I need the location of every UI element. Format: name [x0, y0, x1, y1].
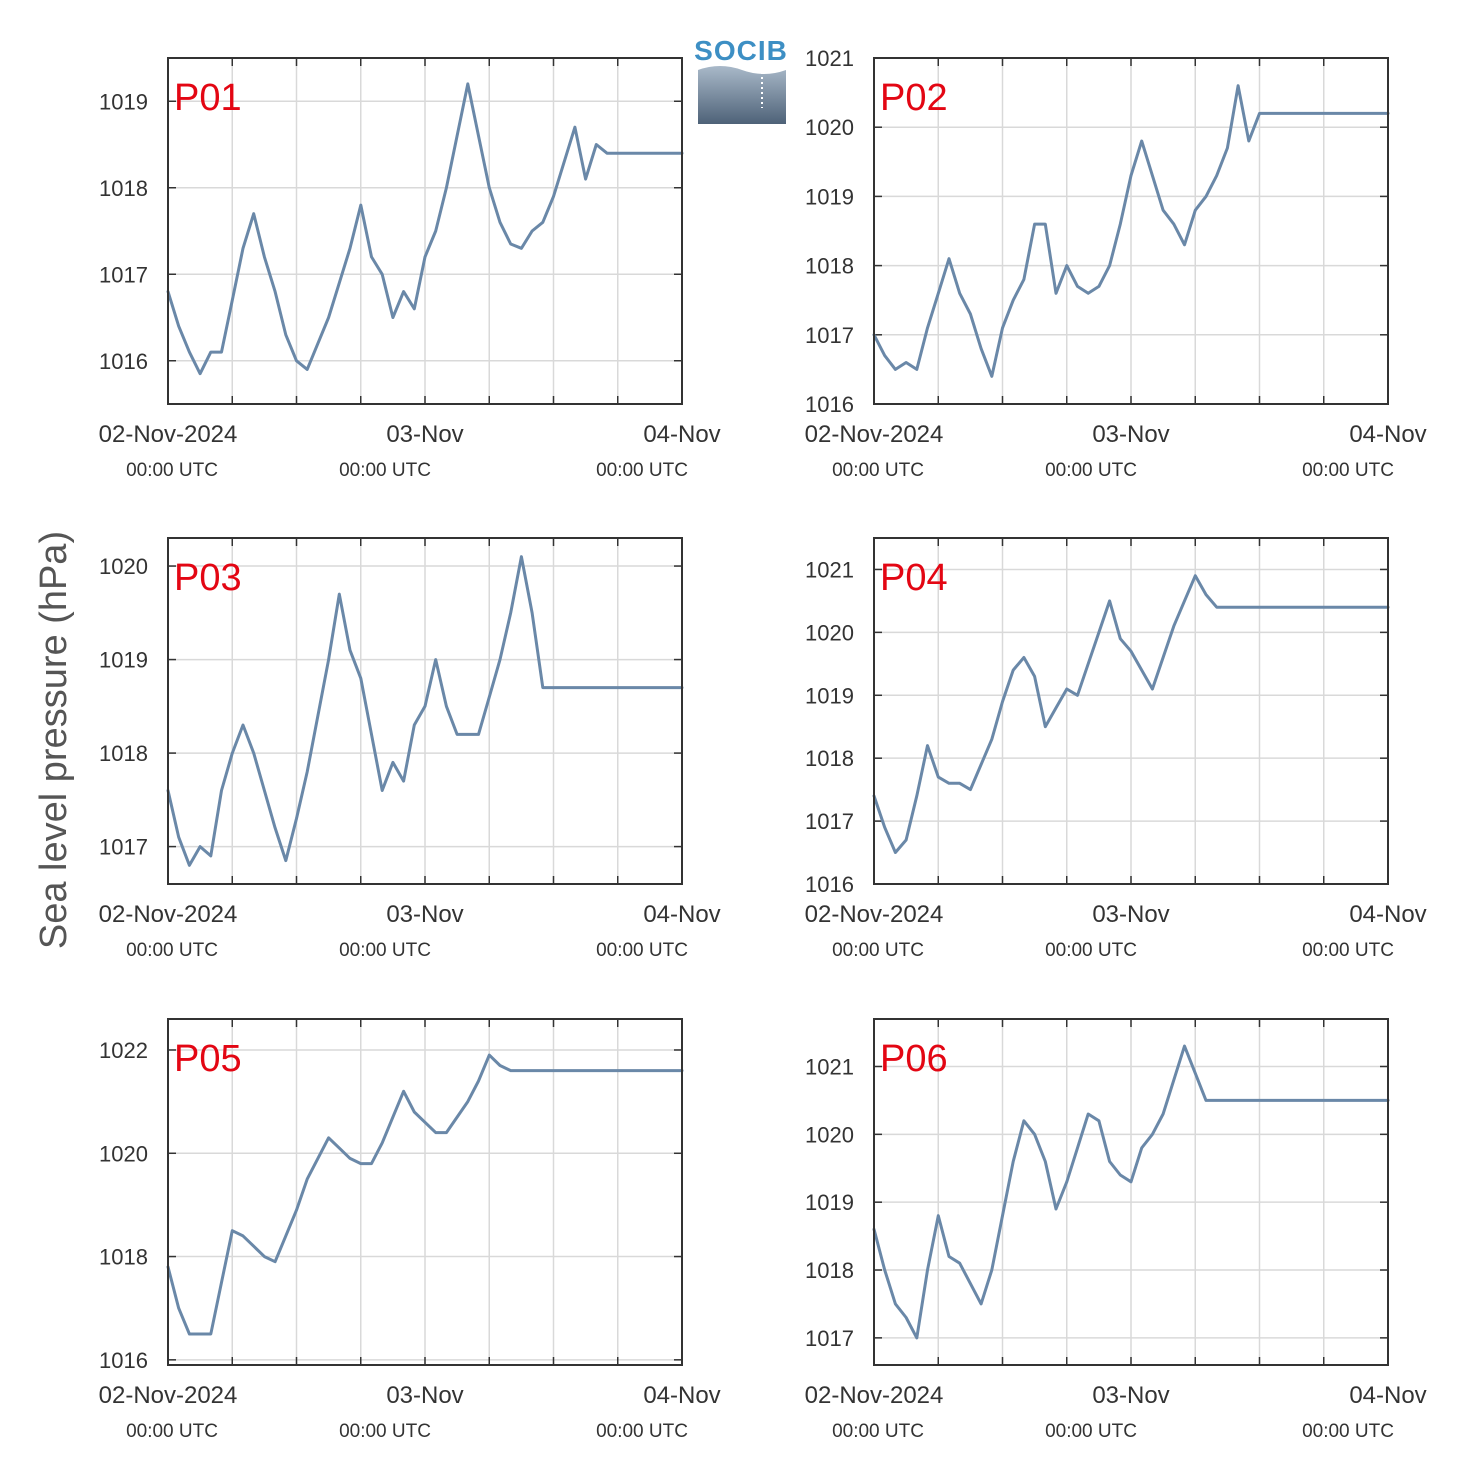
- y-tick-label: 1019: [99, 89, 148, 114]
- y-tick-label: 1019: [99, 648, 148, 673]
- chart-panel-p05: 1016 1018 1020 1022 02-Nov-2024 00:00 UTC 03-N…: [99, 1018, 721, 1442]
- plot-frame: [167, 537, 683, 885]
- x-tick-time-label: 00:00 UTC: [1302, 940, 1394, 961]
- x-tick-date-label: 02-Nov-2024: [99, 901, 238, 928]
- x-tick-time-label: 00:00 UTC: [126, 940, 218, 961]
- panel-label: P05: [174, 1038, 242, 1080]
- y-tick-label: 1020: [805, 620, 854, 645]
- plot-frame: [167, 57, 683, 405]
- x-tick-time-label: 00:00 UTC: [126, 1421, 218, 1442]
- logo-wave-block: [698, 66, 786, 124]
- y-tick-label: 1018: [805, 254, 854, 279]
- y-tick-label: 1019: [805, 1190, 854, 1215]
- series-line-p02: [872, 84, 1390, 378]
- x-tick-date-label: 03-Nov: [1092, 1382, 1169, 1409]
- x-tick-time-label: 00:00 UTC: [1045, 460, 1137, 481]
- panel-label: P01: [174, 77, 242, 119]
- x-tick-date-label: 04-Nov: [1349, 1382, 1426, 1409]
- x-tick-time-label: 00:00 UTC: [1045, 1421, 1137, 1442]
- x-tick-date-label: 03-Nov: [386, 1382, 463, 1409]
- x-tick-date-label: 04-Nov: [643, 1382, 720, 1409]
- y-tick-label: 1017: [805, 1326, 854, 1351]
- y-tick-label: 1017: [99, 262, 148, 287]
- x-tick-time-label: 00:00 UTC: [1302, 1421, 1394, 1442]
- plot-frame: [873, 57, 1389, 405]
- y-tick-label: 1017: [805, 323, 854, 348]
- chart-panel-p01: 1016 1017 1018 1019 02-Nov-2024 00:00 UTC 03-N…: [99, 57, 721, 481]
- y-tick-label: 1021: [805, 557, 854, 582]
- x-tick-time-label: 00:00 UTC: [1302, 460, 1394, 481]
- chart-panel-p06: 1017 1018 1019 1020 1021 02-Nov-2024 00:00 UTC…: [805, 1018, 1427, 1442]
- x-tick-time-label: 00:00 UTC: [596, 1421, 688, 1442]
- series-line-p04: [872, 574, 1390, 854]
- chart-panel-p03: 1017 1018 1019 1020 02-Nov-2024 00:00 UTC 03-N…: [99, 537, 721, 961]
- x-tick-date-label: 04-Nov: [643, 901, 720, 928]
- y-tick-label: 1018: [805, 746, 854, 771]
- series-line-p03: [166, 555, 684, 867]
- chart-panel-p04: 1016 1017 1018 1019 1020 1021 02-Nov-2024 00:00…: [805, 537, 1427, 961]
- x-tick-date-label: 03-Nov: [1092, 421, 1169, 448]
- x-tick-time-label: 00:00 UTC: [596, 940, 688, 961]
- socib-logo: SOCIB: [694, 35, 788, 124]
- series-line-p06: [872, 1044, 1390, 1340]
- panel-label: P06: [880, 1038, 948, 1080]
- x-tick-date-label: 02-Nov-2024: [805, 1382, 944, 1409]
- x-tick-date-label: 04-Nov: [1349, 901, 1426, 928]
- y-tick-label: 1021: [805, 1054, 854, 1079]
- y-tick-label: 1016: [805, 392, 854, 417]
- y-tick-label: 1017: [805, 809, 854, 834]
- x-tick-date-label: 03-Nov: [386, 901, 463, 928]
- y-tick-label: 1020: [99, 1141, 148, 1166]
- y-tick-label: 1018: [99, 1245, 148, 1270]
- y-tick-label: 1019: [805, 184, 854, 209]
- plot-frame: [873, 1018, 1389, 1366]
- y-tick-label: 1022: [99, 1038, 148, 1063]
- series-line-p05: [166, 1053, 684, 1336]
- panel-label: P04: [880, 557, 948, 599]
- y-tick-label: 1020: [805, 115, 854, 140]
- panel-label: P02: [880, 77, 948, 119]
- x-tick-date-label: 02-Nov-2024: [99, 421, 238, 448]
- x-tick-date-label: 02-Nov-2024: [99, 1382, 238, 1409]
- x-tick-time-label: 00:00 UTC: [126, 460, 218, 481]
- x-tick-date-label: 02-Nov-2024: [805, 421, 944, 448]
- y-tick-label: 1018: [805, 1258, 854, 1283]
- logo-text: SOCIB: [694, 35, 788, 66]
- y-tick-label: 1016: [805, 872, 854, 897]
- series-line-p01: [166, 82, 684, 376]
- x-tick-date-label: 04-Nov: [1349, 421, 1426, 448]
- plot-frame: [873, 537, 1389, 885]
- x-tick-time-label: 00:00 UTC: [339, 460, 431, 481]
- y-tick-label: 1019: [805, 683, 854, 708]
- x-tick-time-label: 00:00 UTC: [339, 940, 431, 961]
- y-axis-label: Sea level pressure (hPa): [33, 531, 75, 949]
- x-tick-date-label: 04-Nov: [643, 421, 720, 448]
- y-tick-label: 1018: [99, 176, 148, 201]
- x-tick-time-label: 00:00 UTC: [339, 1421, 431, 1442]
- x-tick-time-label: 00:00 UTC: [596, 460, 688, 481]
- x-tick-time-label: 00:00 UTC: [832, 460, 924, 481]
- y-tick-label: 1021: [805, 46, 854, 71]
- y-tick-label: 1020: [805, 1122, 854, 1147]
- y-tick-label: 1016: [99, 1348, 148, 1373]
- plot-frame: [167, 1018, 683, 1366]
- x-tick-date-label: 02-Nov-2024: [805, 901, 944, 928]
- y-tick-label: 1017: [99, 835, 148, 860]
- x-tick-date-label: 03-Nov: [386, 421, 463, 448]
- x-tick-time-label: 00:00 UTC: [832, 940, 924, 961]
- chart-panel-p02: 1016 1017 1018 1019 1020 1021 02-Nov-2024 00:00…: [805, 46, 1427, 481]
- y-tick-label: 1018: [99, 741, 148, 766]
- x-tick-time-label: 00:00 UTC: [832, 1421, 924, 1442]
- x-tick-time-label: 00:00 UTC: [1045, 940, 1137, 961]
- panel-label: P03: [174, 557, 242, 599]
- y-tick-label: 1020: [99, 554, 148, 579]
- y-tick-label: 1016: [99, 349, 148, 374]
- x-tick-date-label: 03-Nov: [1092, 901, 1169, 928]
